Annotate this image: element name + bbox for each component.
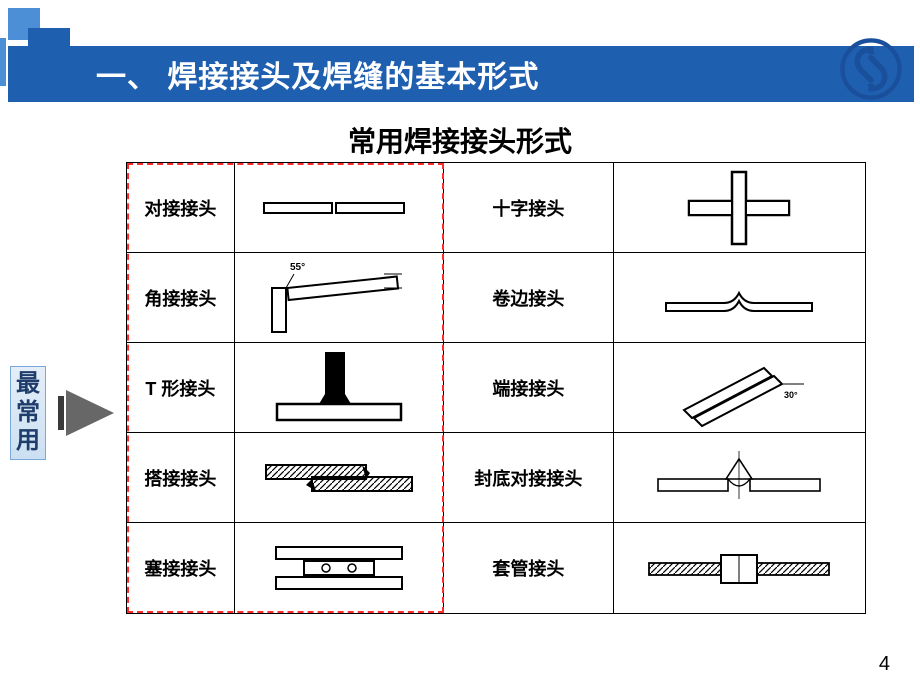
joint-diagram-butt-icon <box>235 163 444 253</box>
tag-char-2: 常 <box>16 399 40 428</box>
tag-char-1: 最 <box>16 370 40 399</box>
table-row: 搭接接头 封底对接接头 <box>127 433 865 523</box>
joint-diagram-lap-icon <box>235 433 444 523</box>
joint-diagram-sleeve-icon <box>614 523 865 613</box>
joint-label-plug: 塞接接头 <box>127 523 235 613</box>
joint-diagram-backing-icon <box>614 433 865 523</box>
joint-label-sleeve: 套管接头 <box>444 523 614 613</box>
title-banner: 一、 焊接接头及焊缝的基本形式 <box>8 46 914 102</box>
joint-types-table: 对接接头 十字接头 角接接头 55° 卷边接头 T 形接头 端接接头 30° 搭… <box>126 162 866 614</box>
joint-label-tee: T 形接头 <box>127 343 235 433</box>
deco-strip <box>0 38 6 86</box>
tag-char-3: 用 <box>16 427 40 456</box>
joint-diagram-edge-icon: 30° <box>614 343 865 433</box>
table-row: 塞接接头 套管接头 <box>127 523 865 613</box>
joint-label-flanged: 卷边接头 <box>444 253 614 343</box>
joint-label-lap: 搭接接头 <box>127 433 235 523</box>
joint-label-corner: 角接接头 <box>127 253 235 343</box>
joint-diagram-flanged-icon <box>614 253 865 343</box>
joint-label-cross: 十字接头 <box>444 163 614 253</box>
joint-diagram-plug-icon <box>235 523 444 613</box>
joint-label-edge: 端接接头 <box>444 343 614 433</box>
joint-diagram-corner-icon: 55° <box>235 253 444 343</box>
joint-label-backing: 封底对接接头 <box>444 433 614 523</box>
table-row: T 形接头 端接接头 30° <box>127 343 865 433</box>
joint-diagram-tee-icon <box>235 343 444 433</box>
subtitle: 常用焊接接头形式 <box>0 120 920 160</box>
most-common-tag: 最 常 用 <box>10 366 46 460</box>
page-title: 一、 焊接接头及焊缝的基本形式 <box>96 52 539 96</box>
svg-text:55°: 55° <box>290 262 305 273</box>
arrow-right-icon <box>56 372 120 452</box>
table-row: 对接接头 十字接头 <box>127 163 865 253</box>
joint-diagram-cross-icon <box>614 163 865 253</box>
company-logo-icon <box>840 38 902 100</box>
svg-text:30°: 30° <box>784 390 798 400</box>
page-number: 4 <box>879 653 890 676</box>
joint-label-butt: 对接接头 <box>127 163 235 253</box>
table-row: 角接接头 55° 卷边接头 <box>127 253 865 343</box>
